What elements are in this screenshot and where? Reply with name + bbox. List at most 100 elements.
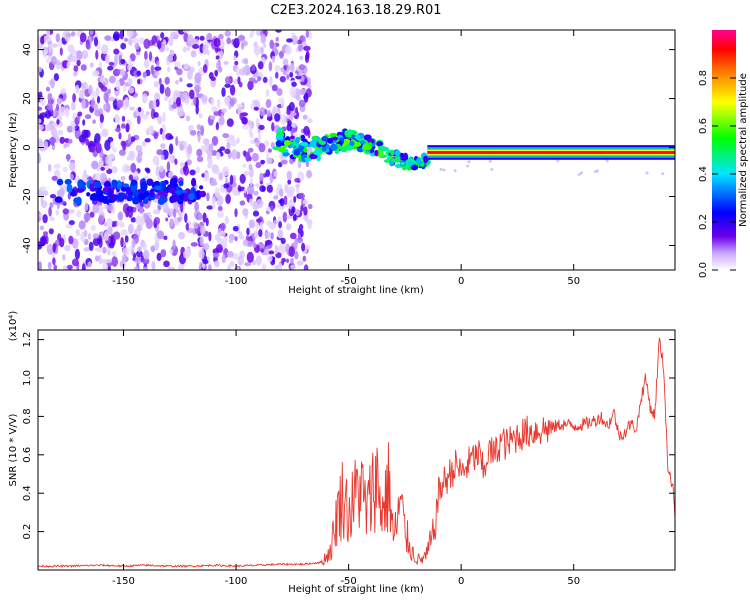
- noise-cell: [92, 237, 100, 247]
- band-cell: [191, 177, 197, 187]
- noise-cell: [91, 97, 95, 109]
- noise-cell: [194, 72, 202, 84]
- y-tick-label: 40: [22, 43, 33, 56]
- y-tick-label: 20: [22, 92, 33, 105]
- noise-cell: [246, 227, 250, 236]
- noise-cell: [57, 130, 64, 136]
- noise-cell: [287, 120, 292, 127]
- noise-cell: [262, 263, 267, 270]
- noise-cell: [255, 162, 262, 169]
- transition-cell: [304, 157, 313, 162]
- noise-cell: [257, 133, 262, 141]
- noise-cell: [286, 223, 292, 231]
- noise-cell: [116, 99, 124, 109]
- snr-frame: [37, 329, 676, 571]
- noise-cell: [242, 124, 249, 130]
- noise-cell: [300, 75, 305, 83]
- noise-cell: [79, 32, 87, 43]
- noise-cell: [182, 46, 187, 53]
- noise-cell: [130, 217, 137, 223]
- noise-cell: [152, 198, 160, 204]
- noise-cell: [177, 216, 182, 223]
- noise-cell: [152, 99, 157, 110]
- noise-cell: [169, 248, 174, 255]
- noise-cell: [135, 144, 143, 153]
- noise-cell: [136, 70, 142, 77]
- noise-cell: [270, 232, 274, 240]
- noise-cell: [174, 61, 181, 68]
- noise-cell: [62, 208, 69, 215]
- noise-cell: [143, 59, 150, 69]
- noise-cell: [264, 230, 271, 239]
- band-cell: [109, 194, 118, 202]
- noise-cell: [199, 235, 204, 247]
- band-cell: [77, 179, 83, 190]
- noise-cell: [278, 188, 284, 197]
- noise-cell: [83, 229, 88, 237]
- transition-cell: [420, 162, 425, 167]
- transition-cell: [400, 161, 405, 166]
- noise-cell: [130, 136, 136, 143]
- noise-cell: [120, 229, 128, 236]
- noise-cell: [198, 112, 203, 119]
- noise-cell: [307, 118, 313, 124]
- noise-cell: [467, 160, 471, 164]
- noise-cell: [38, 261, 42, 270]
- noise-cell: [89, 145, 96, 153]
- noise-cell: [164, 76, 170, 85]
- noise-cell: [274, 244, 279, 255]
- noise-cell: [121, 254, 126, 264]
- noise-cell: [77, 111, 83, 117]
- noise-cell: [286, 38, 293, 43]
- noise-cell: [92, 233, 100, 239]
- noise-cell: [110, 141, 115, 150]
- noise-cell: [213, 111, 220, 116]
- noise-cell: [291, 35, 298, 45]
- noise-cell: [267, 148, 272, 153]
- noise-cell: [305, 30, 309, 38]
- noise-cell: [205, 217, 209, 227]
- transition-cell: [346, 129, 354, 135]
- noise-cell: [211, 115, 216, 121]
- noise-cell: [280, 160, 288, 165]
- noise-cell: [137, 78, 141, 85]
- noise-cell: [46, 57, 52, 64]
- noise-cell: [119, 149, 126, 156]
- noise-cell: [212, 252, 220, 258]
- noise-cell: [114, 54, 118, 66]
- band-cell: [188, 193, 195, 201]
- noise-cell: [99, 77, 106, 83]
- noise-cell: [203, 243, 210, 251]
- noise-cell: [279, 50, 284, 59]
- noise-cell: [249, 177, 253, 187]
- noise-cell: [41, 235, 47, 246]
- noise-cell: [287, 179, 292, 185]
- transition-cell: [290, 135, 295, 140]
- noise-cell: [187, 34, 194, 46]
- noise-cell: [198, 249, 205, 260]
- noise-cell: [128, 174, 134, 181]
- noise-cell: [119, 30, 124, 40]
- noise-cell: [68, 220, 75, 226]
- band-cell: [149, 188, 155, 198]
- noise-cell: [168, 35, 174, 47]
- noise-cell: [108, 75, 116, 84]
- noise-cell: [89, 211, 95, 218]
- noise-cell: [595, 169, 599, 173]
- noise-cell: [141, 141, 147, 147]
- noise-cell: [39, 186, 47, 192]
- noise-cell: [235, 191, 240, 196]
- noise-cell: [211, 198, 216, 209]
- noise-cell: [153, 216, 161, 225]
- transition-cell: [378, 145, 387, 152]
- noise-cell: [106, 217, 113, 228]
- noise-cell: [48, 228, 54, 235]
- band-cell: [111, 179, 118, 187]
- band-cell: [125, 186, 131, 193]
- snr-marks: [38, 337, 675, 569]
- noise-cell: [216, 200, 221, 206]
- noise-cell: [99, 247, 103, 253]
- noise-cell: [271, 84, 278, 92]
- band-cell: [93, 181, 102, 188]
- noise-cell: [131, 239, 136, 248]
